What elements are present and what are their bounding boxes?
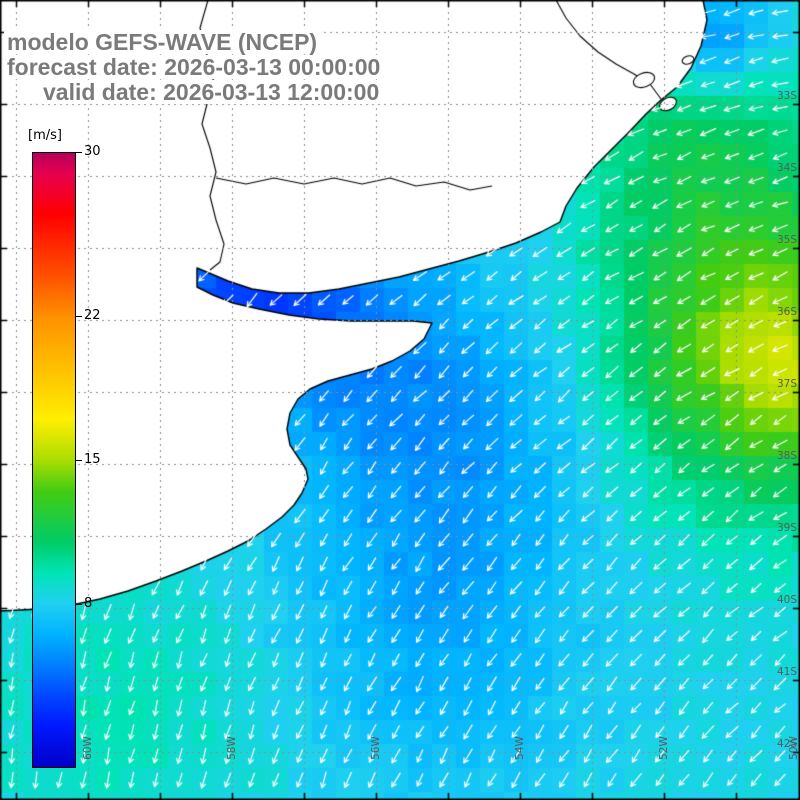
lat-label: 33S bbox=[776, 90, 797, 102]
lat-label: 41S bbox=[776, 666, 797, 678]
colorbar-tick-label: 8 bbox=[84, 595, 93, 611]
lat-label: 42S bbox=[776, 738, 797, 750]
lat-label: 38S bbox=[776, 450, 797, 462]
forecast-date-line: forecast date: 2026-03-13 00:00:00 bbox=[4, 55, 384, 80]
lon-label: 58W bbox=[226, 736, 238, 760]
title-block: modelo GEFS-WAVE (NCEP) forecast date: 2… bbox=[4, 30, 384, 105]
lat-label: 34S bbox=[776, 162, 797, 174]
colorbar-gradient bbox=[32, 152, 76, 768]
colorbar-tick-mark bbox=[76, 152, 82, 153]
colorbar-tick-mark bbox=[76, 460, 82, 461]
lat-label: 35S bbox=[776, 234, 797, 246]
lon-label: 56W bbox=[370, 736, 382, 760]
colorbar-tick-label: 15 bbox=[84, 452, 101, 467]
lon-label: 60W bbox=[82, 736, 94, 760]
lat-label: 39S bbox=[776, 522, 797, 534]
valid-date: valid date: 2026-03-13 12:00:00 bbox=[40, 80, 383, 104]
colorbar-tick-label: 30 bbox=[84, 144, 101, 159]
model-title-line: modelo GEFS-WAVE (NCEP) bbox=[4, 30, 383, 55]
colorbar-tick-mark bbox=[76, 316, 82, 318]
forecast-date: forecast date: 2026-03-13 00:00:00 bbox=[4, 55, 384, 79]
lat-label: 36S bbox=[776, 306, 797, 318]
lat-label: 40S bbox=[776, 594, 797, 606]
valid-date-line: valid date: 2026-03-13 12:00:00 bbox=[4, 80, 383, 105]
colorbar-tick-label: 22 bbox=[84, 308, 101, 324]
lon-label: 54W bbox=[514, 736, 526, 760]
colorbar-unit-label: [m/s] bbox=[28, 128, 62, 143]
model-title: modelo GEFS-WAVE (NCEP) bbox=[4, 30, 321, 54]
colorbar-tick-mark bbox=[76, 603, 82, 605]
lon-label: 52W bbox=[658, 736, 670, 760]
lon-label: 50W bbox=[788, 736, 800, 760]
lat-label: 37S bbox=[776, 378, 797, 390]
